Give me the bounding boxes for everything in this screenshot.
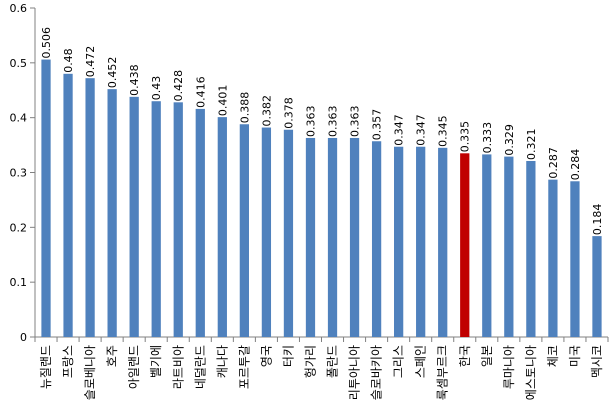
bar: [504, 156, 514, 337]
data-label: 0.363: [327, 105, 340, 137]
bar: [107, 89, 117, 337]
data-label: 0.43: [150, 76, 163, 101]
category-label: 멕시코: [590, 345, 604, 378]
y-tick-label: 0.5: [10, 57, 28, 70]
data-label: 0.357: [371, 109, 384, 141]
bar: [239, 124, 249, 337]
bar: [592, 236, 602, 337]
bar: [482, 154, 492, 337]
category-label: 한국: [458, 345, 472, 367]
category-label: 에스토니아: [524, 345, 538, 400]
data-label: 0.335: [459, 121, 472, 153]
data-label: 0.472: [84, 46, 97, 78]
y-tick-label: 0.6: [10, 2, 28, 15]
y-tick-label: 0.4: [10, 112, 28, 125]
x-axis: [34, 336, 609, 342]
category-label: 룩셈부르크: [436, 345, 450, 400]
data-label: 0.284: [569, 149, 582, 181]
bar: [261, 127, 272, 337]
bar: [129, 96, 139, 337]
category-label: 뉴질랜드: [39, 345, 53, 389]
category-label: 네덜란드: [193, 345, 207, 389]
y-axis: 0 0.1 0.2 0.3 0.4 0.5 0.6: [10, 2, 36, 344]
data-label: 0.382: [260, 95, 273, 127]
category-label: 터키: [281, 345, 295, 367]
data-label: 0.347: [415, 114, 428, 146]
data-label: 0.333: [481, 122, 494, 154]
category-label: 벨기에: [149, 345, 163, 378]
bars: [41, 59, 602, 338]
data-labels: 0.506 0.48 0.472 0.452 0.438 0.43 0.428 0.416 0.…: [40, 27, 604, 235]
bar: [349, 137, 360, 337]
data-label: 0.378: [282, 97, 295, 129]
bar: [41, 59, 51, 337]
data-label: 0.416: [194, 76, 207, 108]
category-label: 캐나다: [215, 345, 229, 378]
category-label: 라트비아: [171, 345, 185, 389]
category-label: 그리스: [392, 345, 406, 378]
category-label: 슬로베니아: [83, 345, 97, 400]
category-label: 영국: [259, 345, 273, 367]
data-label: 0.184: [591, 204, 604, 236]
bar: [217, 117, 227, 337]
bar: [305, 137, 316, 337]
category-label: 헝가리: [303, 345, 317, 378]
data-label: 0.452: [106, 57, 119, 89]
data-label: 0.401: [216, 85, 229, 117]
bar: [327, 137, 338, 337]
category-label: 스페인: [414, 345, 428, 378]
data-label: 0.506: [40, 27, 53, 58]
bar: [151, 101, 161, 337]
bar: [394, 146, 404, 337]
bar: [438, 147, 448, 337]
data-label: 0.438: [128, 64, 141, 96]
data-label: 0.329: [503, 124, 516, 155]
category-label: 폴란드: [326, 345, 340, 378]
data-label: 0.428: [172, 70, 185, 102]
bar: [570, 181, 580, 337]
bar: [371, 141, 382, 337]
bar: [416, 146, 426, 337]
category-label: 루마니아: [502, 345, 516, 389]
bar: [195, 108, 205, 337]
data-label: 0.287: [547, 147, 560, 179]
bar: [548, 179, 558, 337]
data-label: 0.48: [62, 48, 75, 73]
category-label: 미국: [568, 345, 582, 367]
data-label: 0.345: [437, 115, 450, 147]
data-label: 0.321: [525, 128, 538, 160]
category-label: 호주: [105, 345, 119, 367]
bar: [460, 153, 470, 337]
category-label: 일본: [480, 345, 494, 367]
y-tick-label: 0.3: [10, 167, 28, 180]
data-label: 0.363: [304, 105, 317, 137]
category-label: 아일랜드: [127, 345, 141, 389]
data-label: 0.363: [349, 105, 362, 137]
category-label: 포르투갈: [237, 345, 251, 389]
bar: [85, 78, 95, 337]
category-labels: 뉴질랜드 프랑스 슬로베니아 호주 아일랜드 벨기에 라트비아 네덜란드 캐나다 포르투갈 영국 터키…: [39, 345, 604, 400]
y-tick-label: 0: [20, 331, 27, 344]
data-label: 0.347: [393, 114, 406, 146]
category-label: 슬로바키아: [370, 345, 384, 400]
category-label: 프랑스: [61, 345, 75, 378]
category-label: 리투아니아: [348, 345, 362, 400]
y-tick-label: 0.1: [10, 276, 28, 289]
bar: [63, 73, 73, 338]
y-tick-label: 0.2: [10, 221, 28, 234]
bar: [173, 102, 183, 338]
data-label: 0.388: [238, 92, 251, 124]
bar: [526, 160, 536, 337]
category-label: 체코: [546, 345, 560, 367]
bar: [283, 129, 294, 337]
